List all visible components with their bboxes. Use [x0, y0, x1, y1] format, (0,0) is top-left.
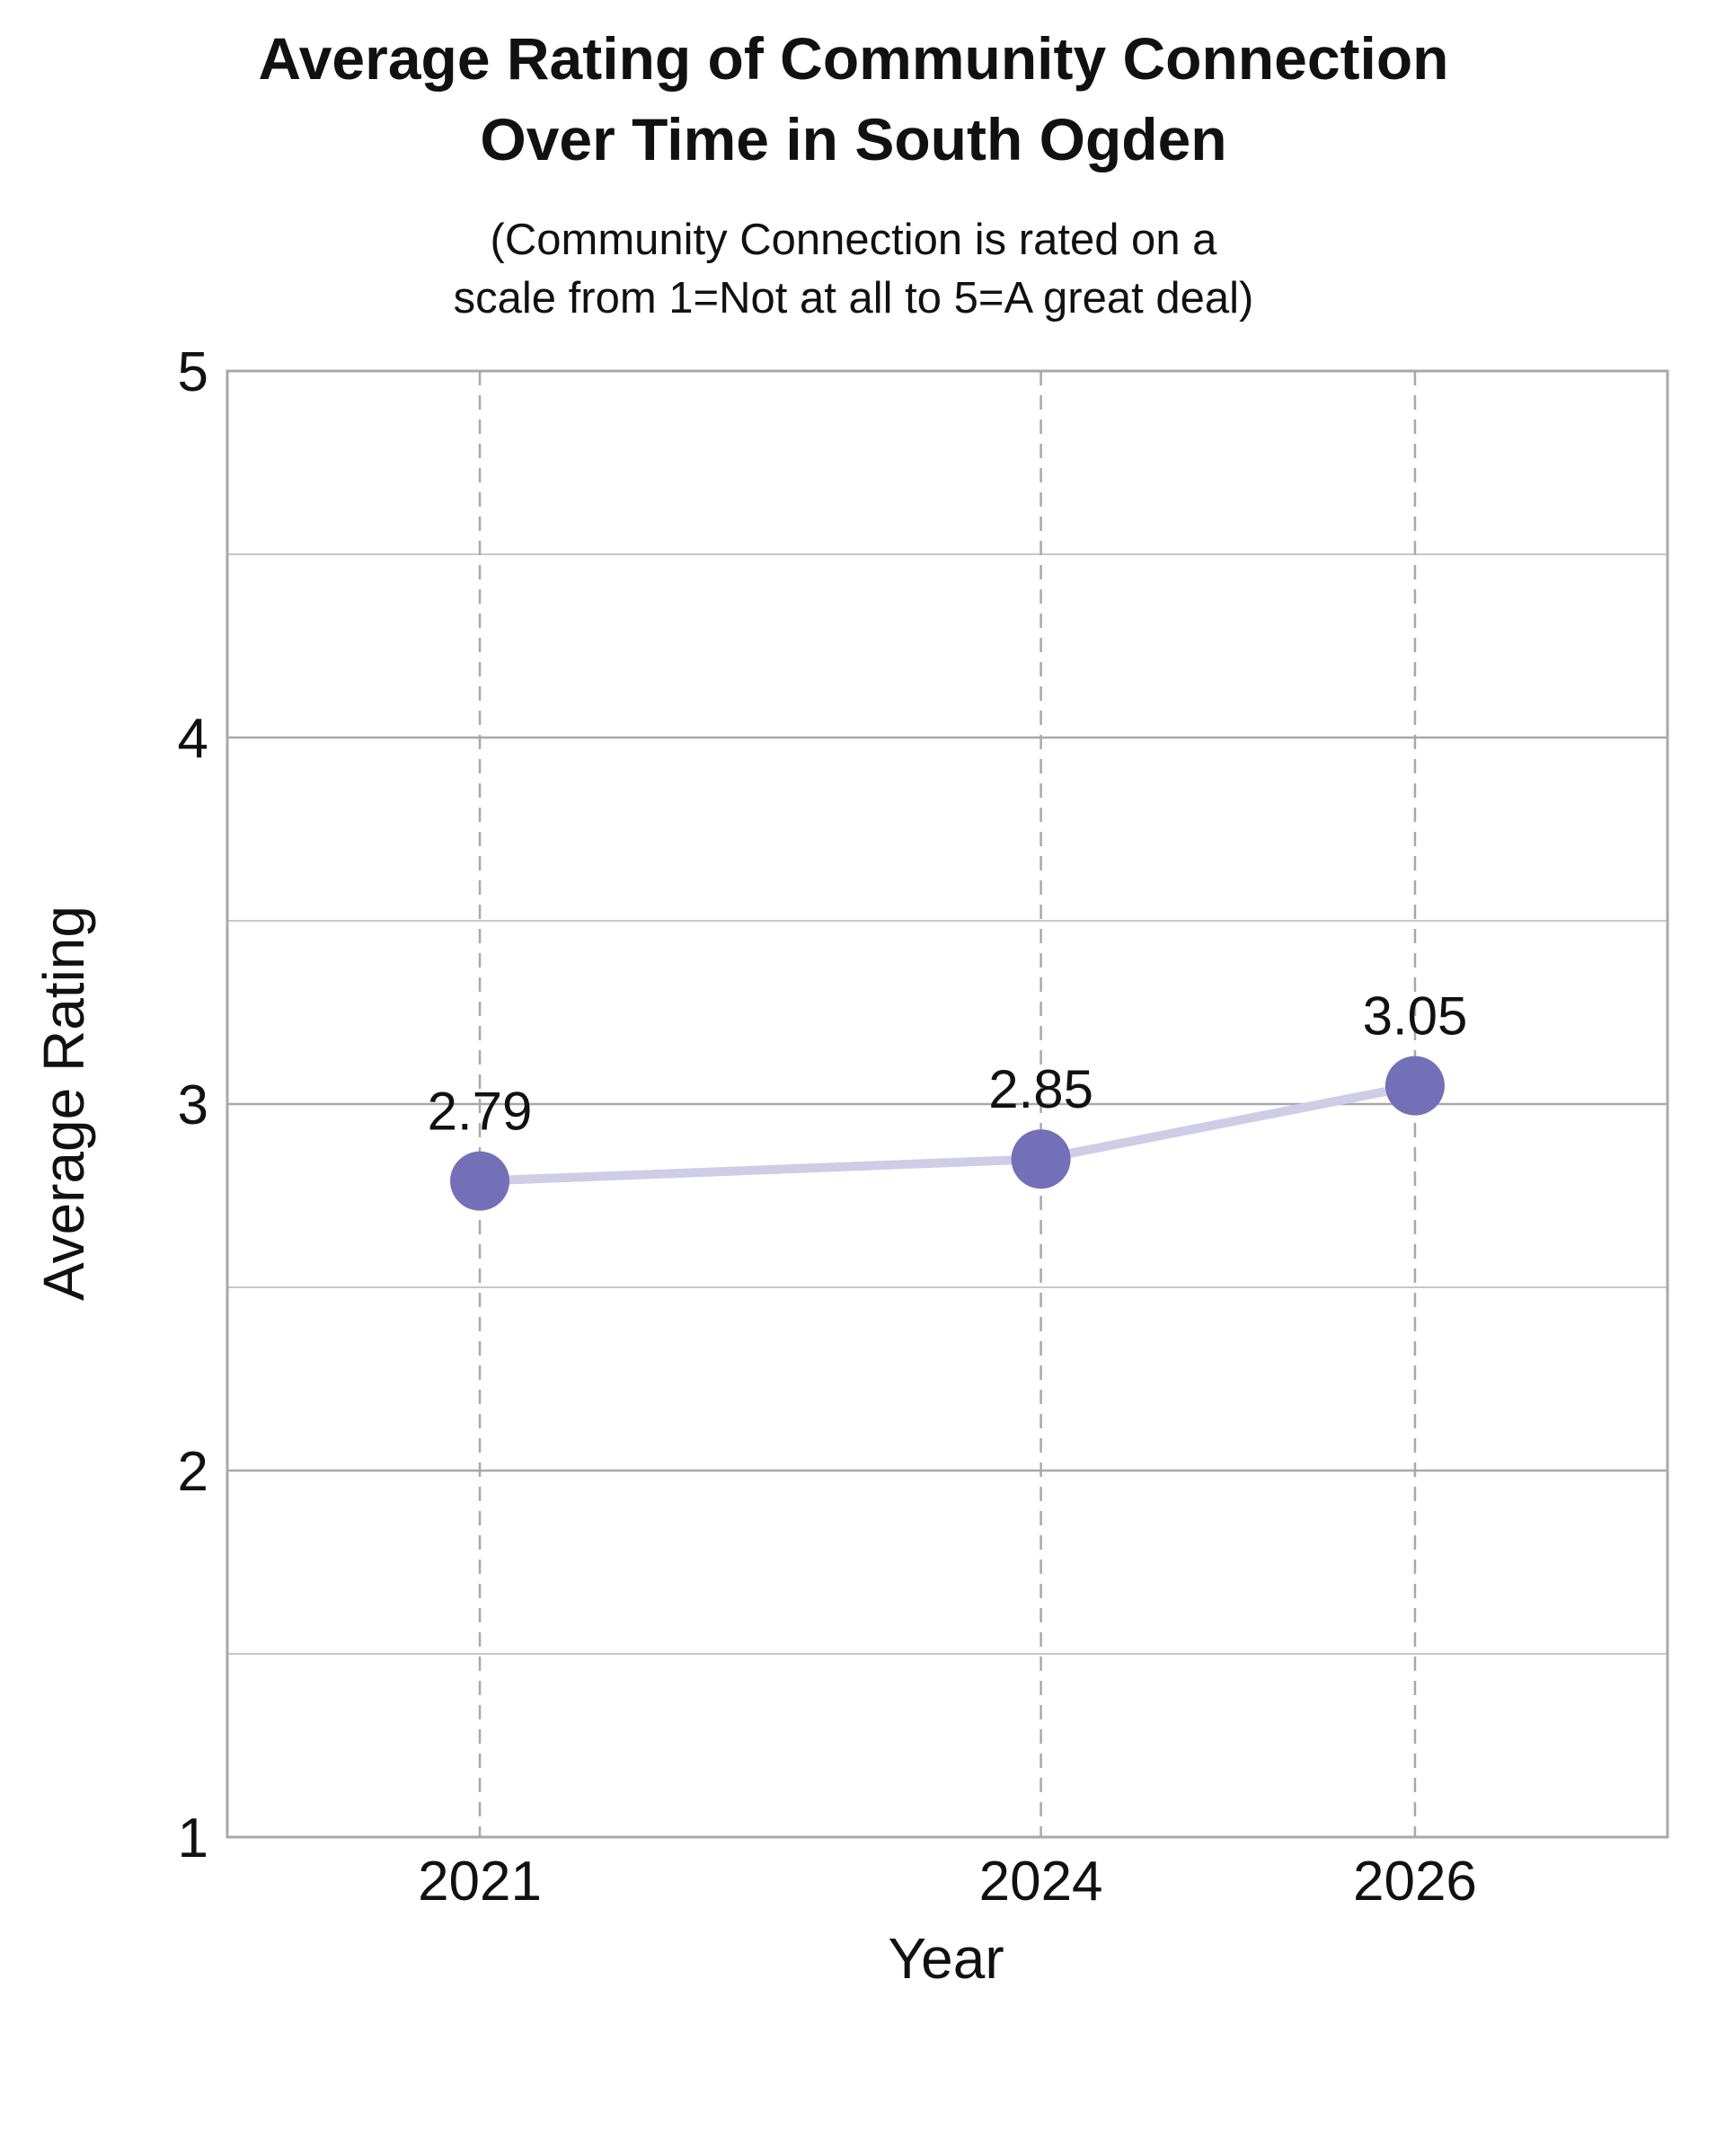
grid	[227, 371, 1668, 1837]
y-tick-label: 5	[178, 341, 208, 403]
data-point	[1011, 1129, 1071, 1189]
chart-title-line-1: Average Rating of Community Connection	[259, 25, 1449, 92]
chart-subtitle-line-1: (Community Connection is rated on a	[491, 216, 1218, 264]
y-tick-label: 2	[178, 1441, 208, 1503]
chart-subtitle: (Community Connection is rated on a scal…	[454, 216, 1254, 323]
series-line	[475, 1081, 1420, 1186]
data-label: 3.05	[1363, 986, 1468, 1047]
y-tick-label: 3	[178, 1074, 208, 1136]
plot-border	[226, 369, 1669, 1839]
x-axis-label: Year	[888, 1926, 1004, 1991]
data-label: 2.79	[428, 1082, 533, 1142]
y-axis-label: Average Rating	[31, 906, 96, 1301]
chart-title-line-2: Over Time in South Ogden	[480, 106, 1226, 172]
data-point	[450, 1151, 510, 1211]
x-tick-label: 2026	[1353, 1851, 1477, 1913]
plot-frame	[226, 369, 1669, 1839]
data-label: 2.85	[988, 1059, 1093, 1119]
series: 2.79 2.85 3.05	[428, 986, 1468, 1211]
y-tick-label: 4	[178, 708, 208, 770]
chart-title: Average Rating of Community Connection O…	[259, 25, 1449, 172]
y-tick-label: 1	[178, 1807, 208, 1869]
axes: 1 2 3 4 5 2021 2024 2026	[178, 341, 1477, 1913]
x-tick-label: 2024	[979, 1851, 1103, 1913]
chart-subtitle-line-2: scale from 1=Not at all to 5=A great dea…	[454, 274, 1254, 323]
data-point	[1384, 1056, 1445, 1116]
x-tick-label: 2021	[418, 1851, 542, 1913]
